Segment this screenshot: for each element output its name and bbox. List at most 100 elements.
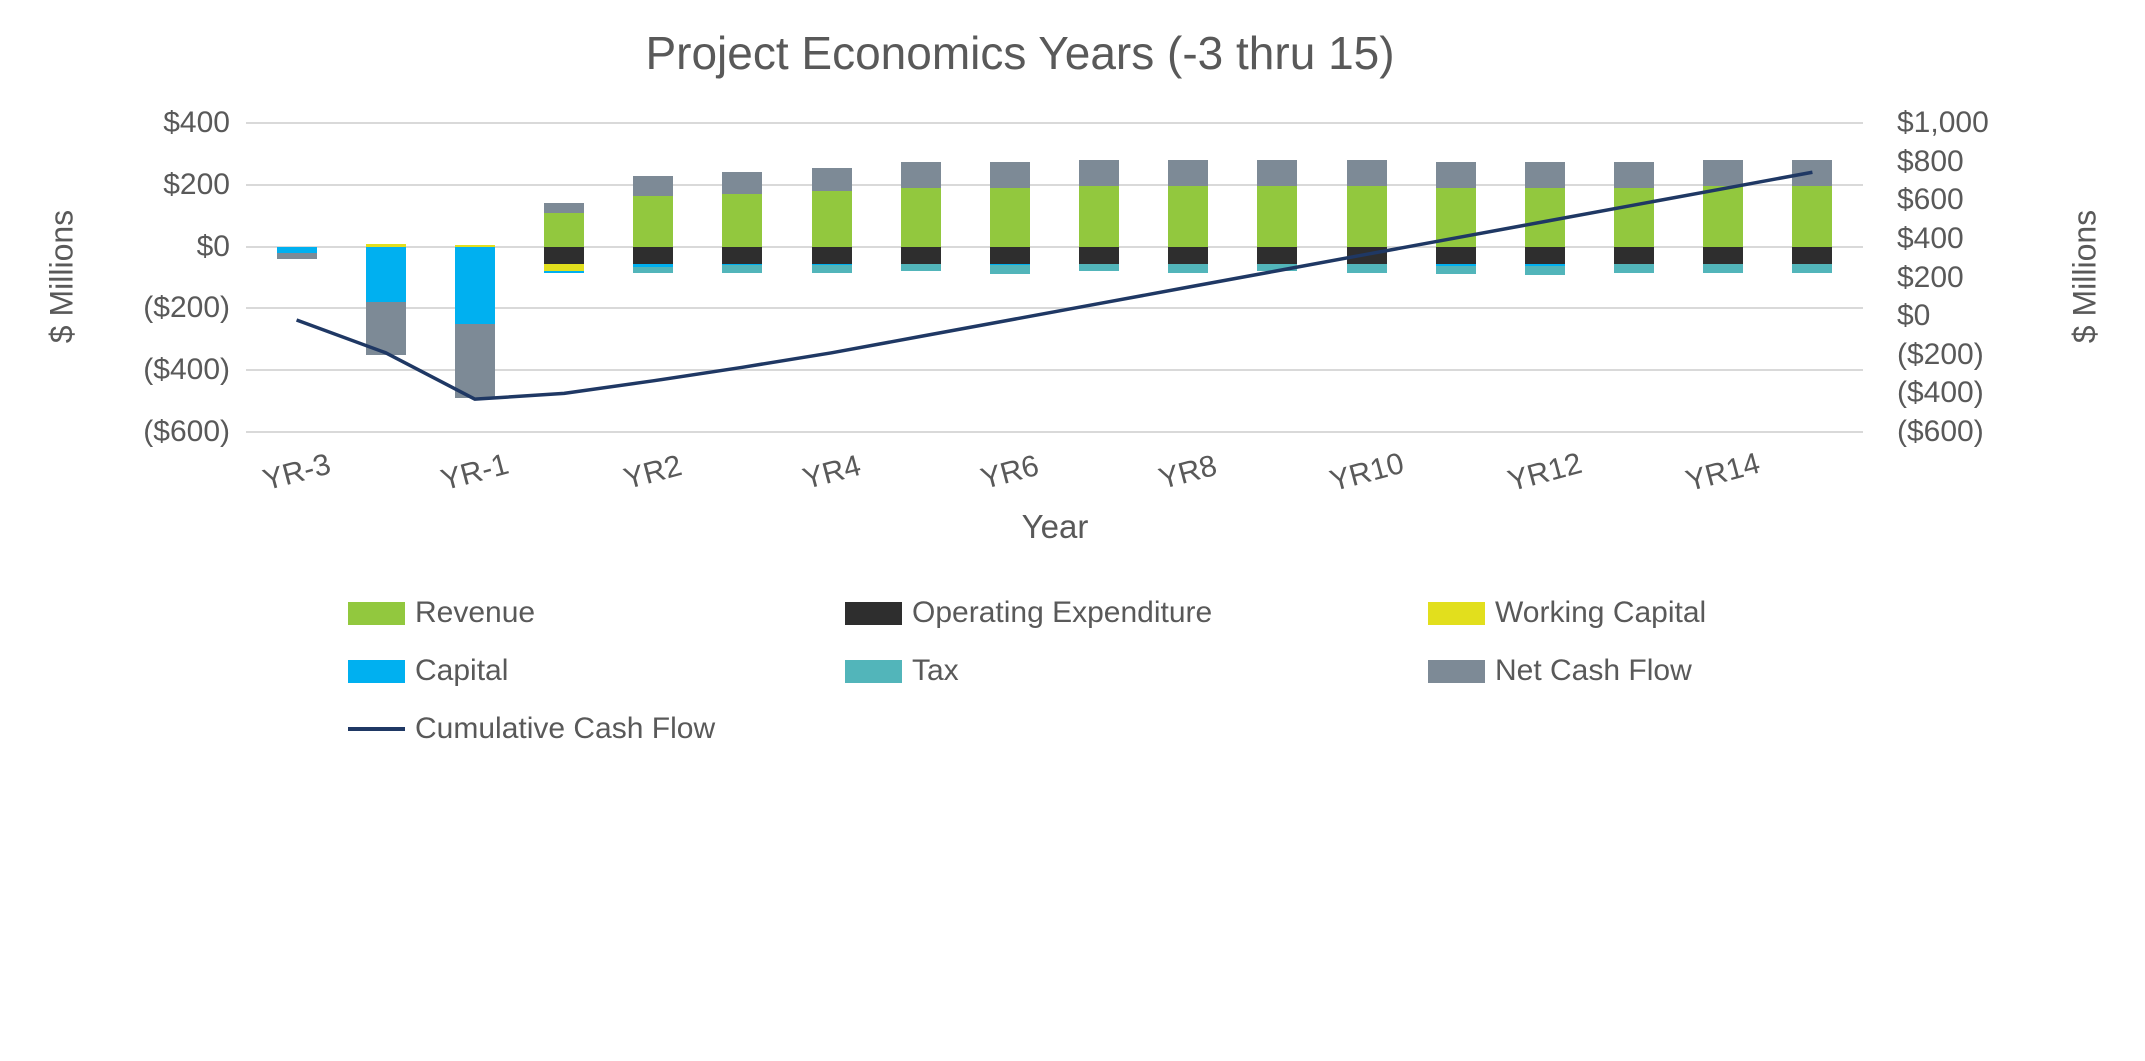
bar-segment-revenue	[1079, 186, 1120, 247]
bar-segment-tax	[989, 265, 1030, 275]
left-axis-tick-label: ($200)	[143, 291, 230, 325]
bar-segment-tax	[1168, 263, 1209, 273]
right-axis-tick-label: ($600)	[1897, 415, 1984, 448]
bar-segment-operating-expenditure	[989, 246, 1030, 264]
bar-segment-operating-expenditure	[1614, 246, 1655, 264]
x-tick-label: YR14	[1682, 446, 1764, 499]
bar-segment-revenue	[1346, 186, 1387, 247]
left-axis-tick-label: ($400)	[143, 353, 230, 387]
legend-color-swatch	[1428, 659, 1485, 683]
bar-segment-net-cash-flow	[1614, 161, 1655, 188]
bar-segment-revenue	[1524, 187, 1565, 247]
bar-segment-net-cash-flow	[1346, 160, 1387, 187]
right-axis-tick-label: $0	[1897, 299, 1931, 333]
right-axis-tick-label: $400	[1897, 221, 1964, 255]
legend-item-revenue: Revenue	[348, 596, 845, 630]
right-axis-tick-label: ($400)	[1897, 376, 1984, 410]
legend-item-net-cash-flow: Net Cash Flow	[1428, 654, 1706, 688]
x-tick-label: YR-3	[259, 447, 334, 498]
bar-segment-operating-expenditure	[1079, 246, 1120, 264]
bar-segment-operating-expenditure	[1168, 246, 1209, 264]
bar-segment-net-cash-flow	[989, 161, 1030, 188]
right-axis-tick-label: $600	[1897, 183, 1964, 217]
bar-segment-capital	[544, 271, 585, 274]
legend-item-working-capital: Working Capital	[1428, 596, 1706, 630]
right-axis-tick-label: $200	[1897, 260, 1964, 294]
bar-segment-revenue	[811, 190, 852, 247]
left-axis-tick-label: $400	[163, 106, 230, 139]
bar-segment-net-cash-flow	[1079, 160, 1120, 187]
x-tick-label: YR2	[620, 449, 686, 497]
legend-color-swatch	[845, 659, 902, 683]
bar-segment-revenue	[1792, 186, 1833, 247]
bar-segment-operating-expenditure	[1524, 246, 1565, 264]
legend-color-swatch	[348, 659, 405, 683]
bar-segment-net-cash-flow	[1792, 160, 1833, 187]
x-tick-label: YR-1	[437, 447, 513, 498]
legend-label: Net Cash Flow	[1495, 654, 1692, 687]
legend-item-cumulative-cash-flow: Cumulative Cash Flow	[348, 712, 845, 746]
x-axis-title: Year	[1021, 508, 1089, 545]
bar-segment-capital	[454, 246, 495, 324]
right-axis-title: $ Millions	[2066, 209, 2103, 344]
bar-segment-net-cash-flow	[1257, 160, 1298, 187]
legend-line-swatch	[348, 727, 405, 731]
bar-segment-capital	[365, 246, 406, 303]
legend-label: Working Capital	[1495, 596, 1707, 629]
right-axis-tick-label: $800	[1897, 144, 1964, 178]
bar-segment-tax	[1524, 266, 1565, 276]
x-tick-label: YR6	[977, 449, 1043, 497]
legend-label: Tax	[912, 654, 959, 687]
legend-color-swatch	[845, 601, 902, 625]
legend-item-tax: Tax	[845, 654, 1428, 688]
chart-title: Project Economics Years (-3 thru 15)	[645, 27, 1395, 79]
bar-segment-tax	[722, 265, 763, 273]
x-tick-label: YR4	[798, 449, 864, 497]
x-tick-label: YR12	[1504, 446, 1586, 499]
bar-segment-net-cash-flow	[544, 203, 585, 213]
bar-segment-revenue	[633, 195, 674, 247]
bar-segment-tax	[633, 266, 674, 273]
bar-segment-operating-expenditure	[900, 246, 941, 264]
right-axis-tick-label: ($200)	[1897, 337, 1984, 371]
bar-segment-revenue	[544, 212, 585, 247]
bar-segment-tax	[811, 265, 852, 273]
bar-segment-revenue	[1435, 187, 1476, 247]
bar-segment-net-cash-flow	[722, 172, 763, 195]
legend-color-swatch	[348, 601, 405, 625]
x-tick-label: YR8	[1155, 449, 1221, 497]
bar-segment-tax	[1257, 263, 1298, 272]
bar-segment-net-cash-flow	[276, 252, 317, 259]
bar-segment-net-cash-flow	[633, 175, 674, 196]
legend-label: Capital	[415, 654, 509, 687]
bar-segment-net-cash-flow	[900, 161, 941, 188]
left-axis-tick-label: ($600)	[143, 415, 230, 448]
legend: Revenue Operating Expenditure Working Capi…	[348, 596, 1706, 746]
gridline	[246, 431, 1863, 433]
bar-segment-operating-expenditure	[633, 246, 674, 264]
legend-label: Revenue	[415, 596, 536, 629]
bar-segment-operating-expenditure	[811, 246, 852, 264]
left-axis-tick-label: $200	[163, 167, 230, 201]
bar-segment-operating-expenditure	[1435, 246, 1476, 264]
bar-segment-revenue	[722, 194, 763, 247]
bar-segment-tax	[1703, 263, 1744, 273]
right-axis-tick-label: $1,000	[1897, 106, 1989, 139]
legend-item-capital: Capital	[348, 654, 845, 688]
bar-segment-tax	[1614, 263, 1655, 273]
bar-segment-tax	[1435, 266, 1476, 274]
gridline	[246, 122, 1863, 124]
bar-segment-revenue	[989, 187, 1030, 247]
bar-segment-net-cash-flow	[1435, 161, 1476, 188]
bar-segment-net-cash-flow	[1703, 160, 1744, 187]
bar-segment-revenue	[1703, 186, 1744, 247]
bar-segment-operating-expenditure	[1257, 246, 1298, 264]
legend-item-operating-expenditure: Operating Expenditure	[845, 596, 1428, 630]
bar-segment-revenue	[1614, 187, 1655, 247]
bar-segment-net-cash-flow	[1524, 161, 1565, 188]
x-tick-label: YR10	[1325, 446, 1407, 499]
legend-label: Cumulative Cash Flow	[415, 712, 716, 745]
bar-segment-tax	[900, 263, 941, 272]
bar-segment-revenue	[1168, 186, 1209, 247]
